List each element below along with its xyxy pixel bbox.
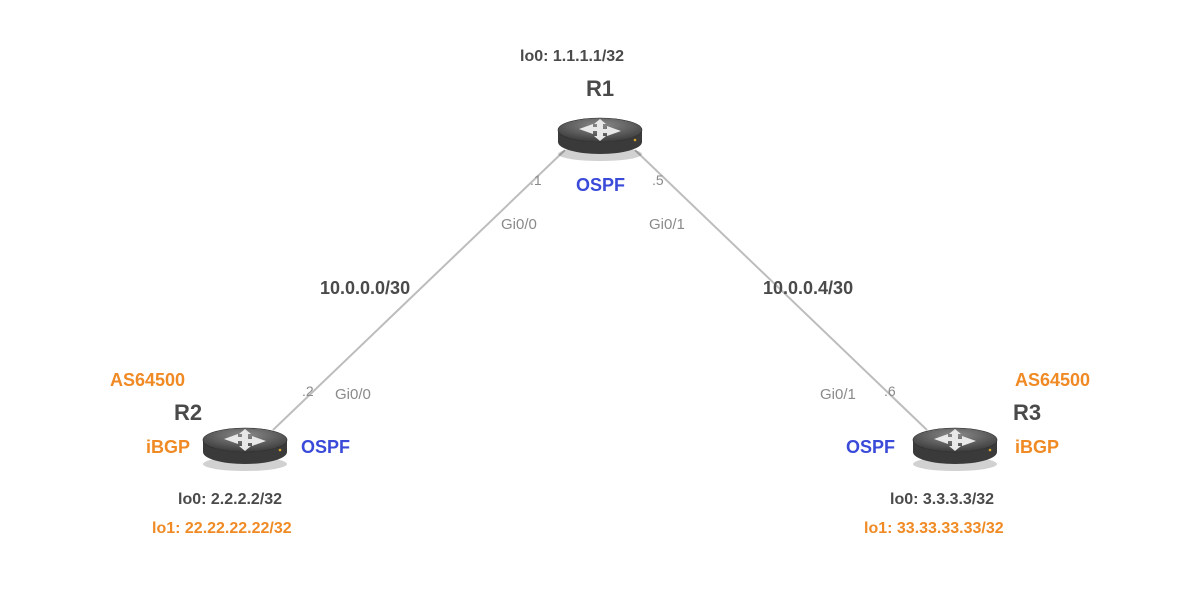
r1-name: R1 [586, 76, 614, 102]
r3-lo0: lo0: 3.3.3.3/32 [890, 490, 994, 509]
r2-gi00: Gi0/0 [335, 386, 371, 404]
r3-as: AS64500 [1015, 370, 1090, 392]
r2-as: AS64500 [110, 370, 185, 392]
r1-gi01: Gi0/1 [649, 216, 685, 234]
r1-ospf: OSPF [576, 175, 625, 197]
r2-lo0: lo0: 2.2.2.2/32 [178, 490, 282, 509]
r2-host-2: .2 [302, 383, 314, 400]
subnet-left: 10.0.0.0/30 [320, 278, 410, 300]
r1-gi00: Gi0/0 [501, 216, 537, 234]
r3-lo1: lo1: 33.33.33.33/32 [864, 519, 1004, 538]
r3-gi01: Gi0/1 [820, 386, 856, 404]
r2-ibgp: iBGP [146, 437, 190, 459]
r1-lo0-label: lo0: 1.1.1.1/32 [520, 47, 624, 66]
r2-ospf: OSPF [301, 437, 350, 459]
link-r1-r2 [273, 150, 565, 430]
r1-host-5: .5 [652, 172, 664, 189]
r1-host-1: .1 [530, 172, 542, 189]
diagram-stage: lo0: 1.1.1.1/32 R1 OSPF .1 .5 Gi0/0 Gi0/… [0, 0, 1200, 600]
subnet-right: 10.0.0.4/30 [763, 278, 853, 300]
r2-name: R2 [174, 400, 202, 426]
r2-lo1: lo1: 22.22.22.22/32 [152, 519, 292, 538]
r3-host-6: .6 [884, 383, 896, 400]
r3-ibgp: iBGP [1015, 437, 1059, 459]
r3-ospf: OSPF [846, 437, 895, 459]
r3-name: R3 [1013, 400, 1041, 426]
